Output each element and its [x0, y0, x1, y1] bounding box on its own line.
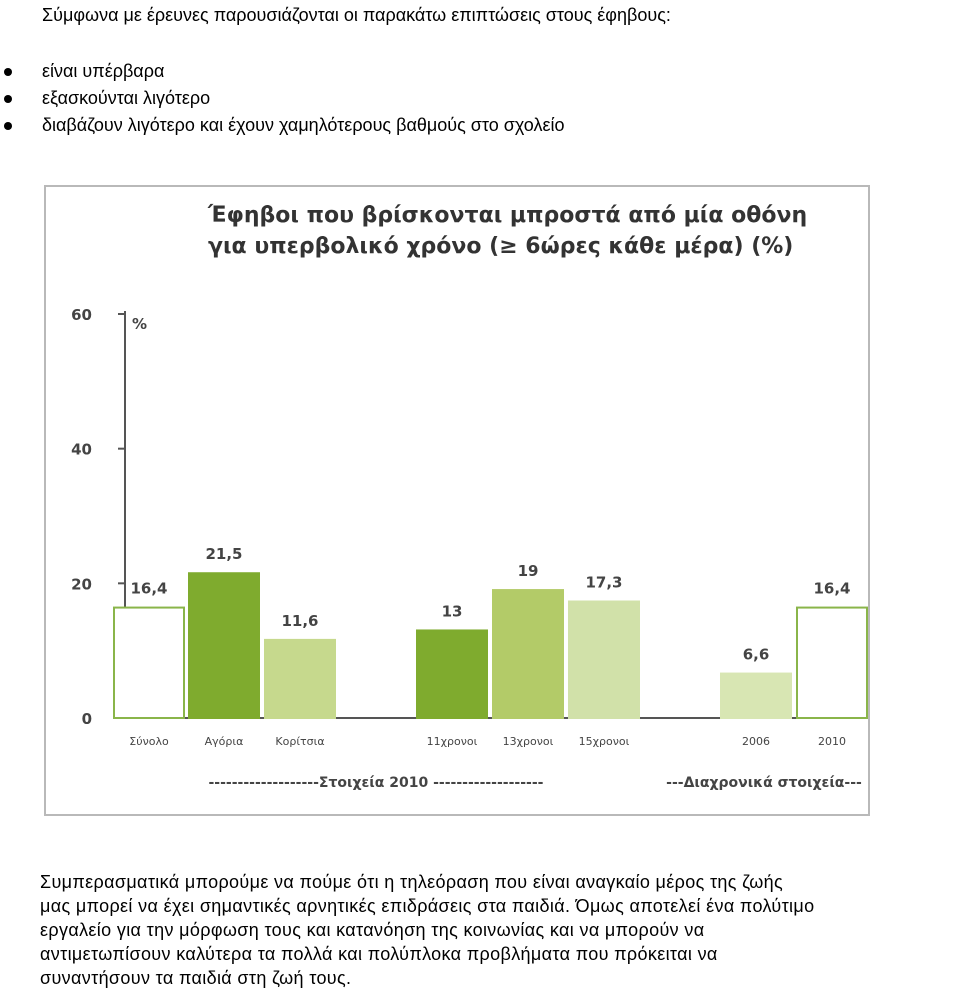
bar-value-label: 13 — [442, 602, 463, 620]
bar-chart: Έφηβοι που βρίσκονται μπροστά από μία οθ… — [71, 203, 868, 791]
bar — [188, 572, 260, 719]
category-label: 15χρονοι — [579, 735, 630, 748]
chart-value-labels: 16,4 21,5 11,6 13 19 17,3 6,6 16,4 — [130, 545, 850, 663]
category-label: Σύνολο — [129, 735, 169, 748]
y-tick-label: 60 — [71, 306, 92, 324]
chart-category-labels: Σύνολο Αγόρια Κορίτσια 11χρονοι 13χρονοι 15χρ… — [129, 735, 846, 748]
category-label: 2006 — [742, 735, 770, 748]
bar-value-label: 6,6 — [743, 646, 770, 664]
bar — [796, 606, 868, 719]
chart-group-labels: -------------------Στοιχεία 2010 -------… — [209, 775, 863, 791]
bar-value-label: 19 — [518, 562, 539, 580]
conclusion-line: αντιμετωπίσουν καλύτερα τα πολλά και πολ… — [40, 944, 718, 964]
chart-title-line2: για υπερβολικό χρόνο (≥ 6ώρες κάθε μέρα)… — [208, 234, 793, 259]
category-label: 2010 — [818, 735, 846, 748]
bar — [416, 629, 488, 720]
conclusion-line: Συμπερασματικά μπορούμε να πούμε ότι η τ… — [40, 872, 784, 892]
bar — [720, 672, 792, 719]
bar-value-label: 21,5 — [205, 545, 242, 563]
bullet-icon — [4, 95, 12, 103]
y-axis-unit-label: % — [132, 315, 147, 333]
list-item: εξασκούνται λιγότερο — [0, 85, 565, 112]
y-tick-label: 0 — [82, 710, 92, 728]
group-label-trend: ---Διαχρονικά στοιχεία--- — [666, 775, 862, 791]
list-item: είναι υπέρβαρα — [0, 58, 565, 85]
conclusion-line: συναντήσουν τα παιδιά στη ζωή τους. — [40, 968, 352, 988]
bar — [568, 600, 640, 719]
bar — [113, 606, 185, 719]
list-item: διαβάζουν λιγότερο και έχουν χαμηλότερου… — [0, 112, 565, 139]
list-item-text: διαβάζουν λιγότερο και έχουν χαμηλότερου… — [42, 115, 565, 135]
intro-text: Σύμφωνα με έρευνες παρουσιάζονται οι παρ… — [42, 5, 671, 25]
group-label-2010: -------------------Στοιχεία 2010 -------… — [209, 775, 544, 791]
conclusion-paragraph: Συμπερασματικά μπορούμε να πούμε ότι η τ… — [40, 870, 960, 990]
conclusion-line: μας μπορεί να έχει σημαντικές αρνητικές … — [40, 896, 815, 916]
category-label: 13χρονοι — [503, 735, 554, 748]
list-item-text: είναι υπέρβαρα — [42, 61, 165, 81]
list-item-text: εξασκούνται λιγότερο — [42, 88, 211, 108]
bar-value-label: 17,3 — [585, 574, 622, 592]
category-label: 11χρονοι — [427, 735, 478, 748]
y-tick-label: 40 — [71, 441, 92, 459]
y-tick-label: 20 — [71, 575, 92, 593]
chart-frame: Έφηβοι που βρίσκονται μπροστά από μία οθ… — [44, 185, 870, 816]
conclusion-line: εργαλείο για την μόρφωση τους και κατανό… — [40, 920, 705, 940]
category-label: Κορίτσια — [275, 735, 324, 748]
category-label: Αγόρια — [205, 735, 244, 748]
bullet-icon — [4, 68, 12, 76]
effects-list: είναι υπέρβαρα εξασκούνται λιγότερο διαβ… — [0, 58, 565, 139]
chart-title-line1: Έφηβοι που βρίσκονται μπροστά από μία οθ… — [207, 203, 807, 228]
bar-value-label: 16,4 — [813, 580, 850, 598]
bar — [492, 589, 564, 720]
bullet-icon — [4, 122, 12, 130]
chart-bars — [113, 572, 868, 720]
bar-value-label: 11,6 — [281, 612, 318, 630]
bar-value-label: 16,4 — [130, 580, 167, 598]
bar — [264, 638, 336, 720]
